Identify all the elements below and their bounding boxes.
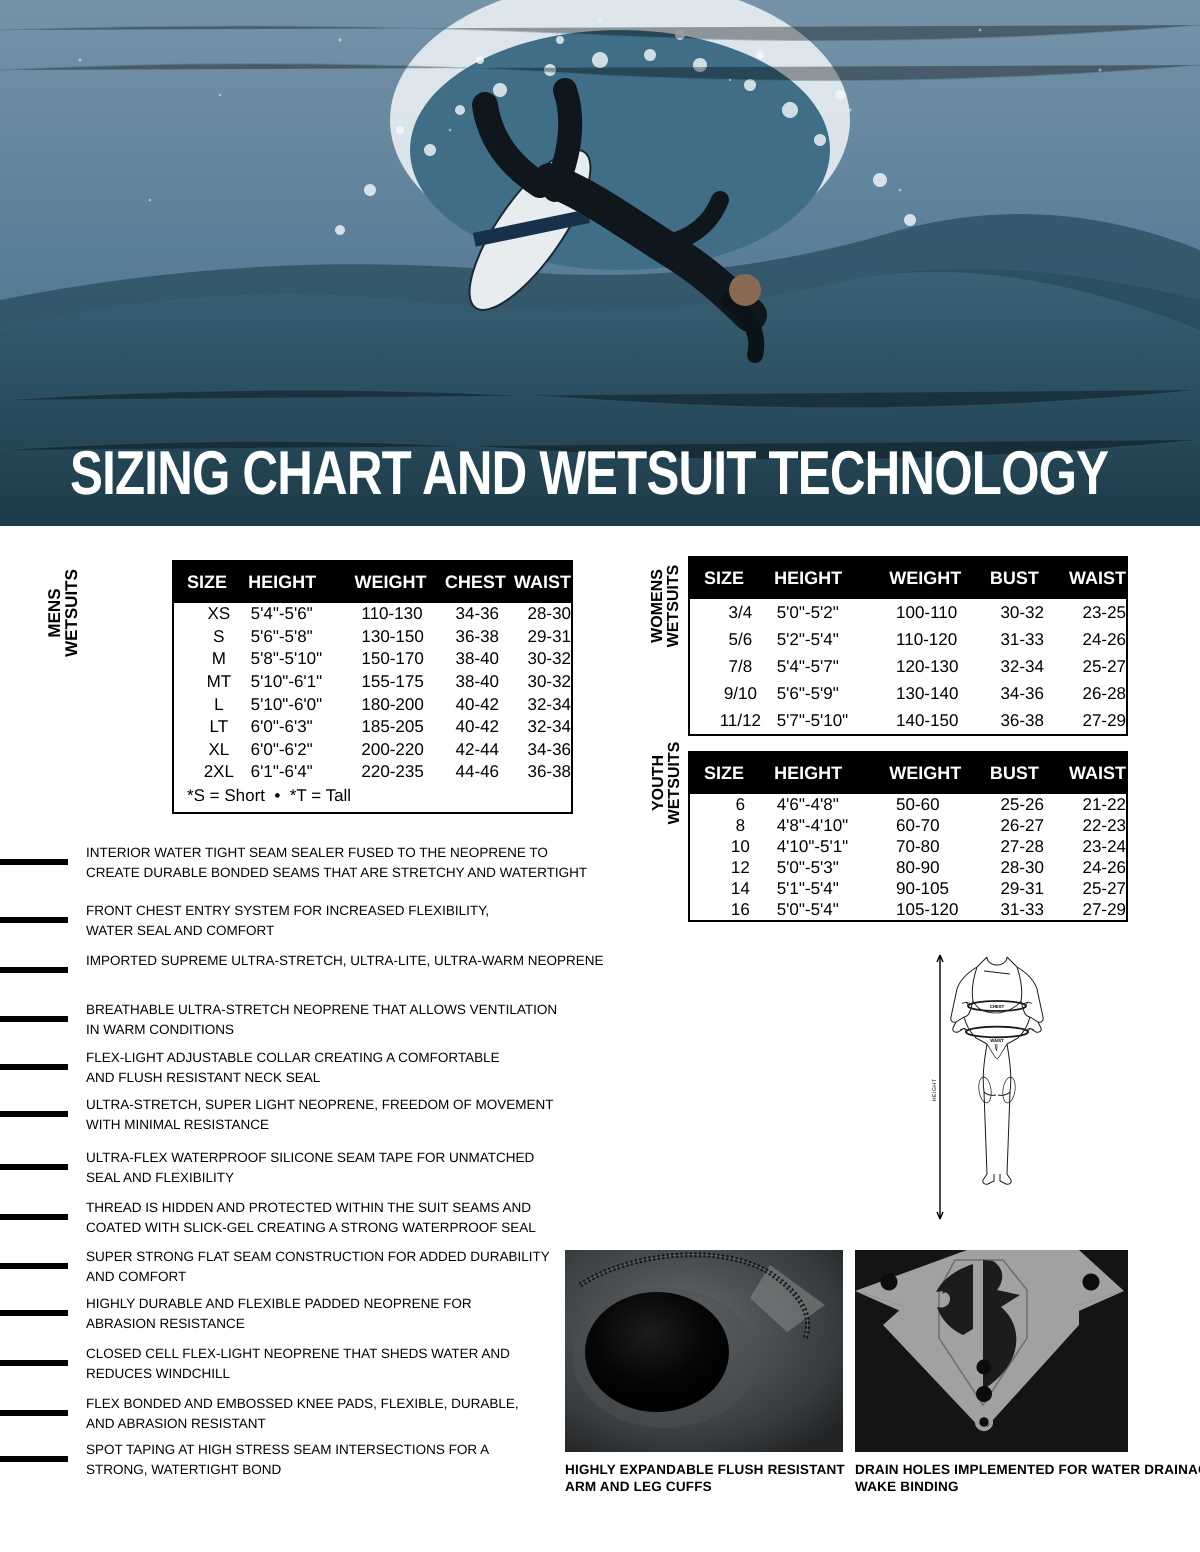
svg-text:WAIST: WAIST [990, 1038, 1004, 1043]
svg-text:HEIGHT: HEIGHT [932, 1078, 938, 1101]
svg-text:CHEST: CHEST [990, 1004, 1005, 1009]
